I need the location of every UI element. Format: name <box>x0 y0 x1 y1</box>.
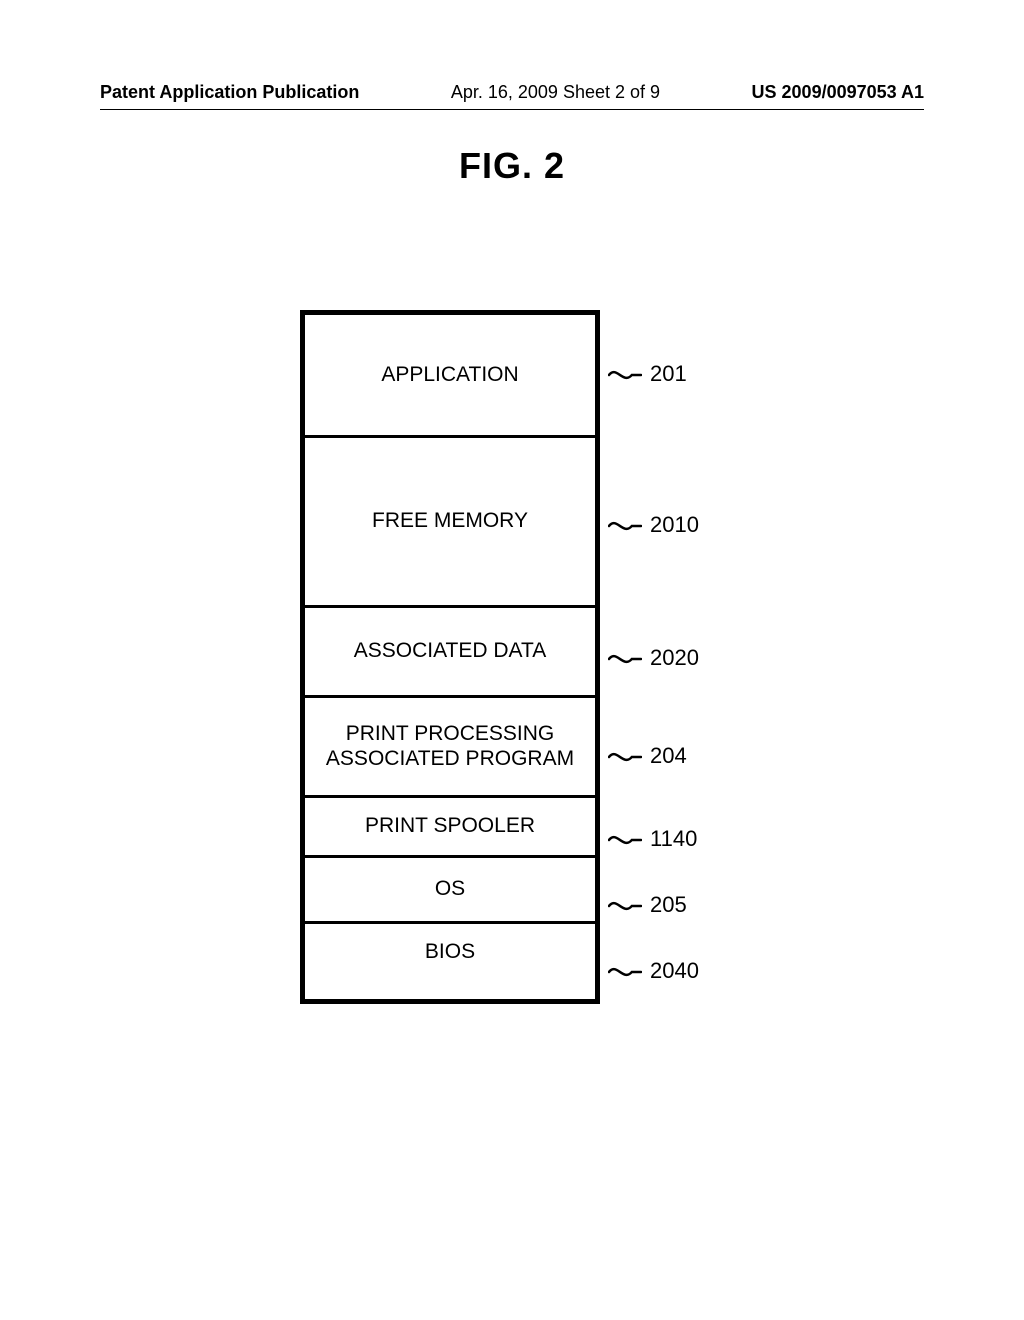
memory-cell: ASSOCIATED DATA <box>305 605 595 695</box>
callout-lead <box>608 516 642 536</box>
header-left: Patent Application Publication <box>100 82 359 103</box>
header-row: Patent Application Publication Apr. 16, … <box>0 82 1024 109</box>
reference-number: 2010 <box>650 512 699 538</box>
callout-lead <box>608 649 642 669</box>
callout-lead <box>608 962 642 982</box>
reference-number: 204 <box>650 743 687 769</box>
memory-cell: OS <box>305 855 595 921</box>
page: Patent Application Publication Apr. 16, … <box>0 0 1024 1320</box>
callout-lead <box>608 747 642 767</box>
reference-number: 2040 <box>650 958 699 984</box>
reference-number: 1140 <box>650 826 697 852</box>
header-right: US 2009/0097053 A1 <box>752 82 924 103</box>
figure-title: FIG. 2 <box>0 145 1024 187</box>
reference-number: 2020 <box>650 645 699 671</box>
memory-cell: FREE MEMORY <box>305 435 595 605</box>
header-center: Apr. 16, 2009 Sheet 2 of 9 <box>451 82 660 103</box>
header-rule <box>100 109 924 110</box>
reference-number: 201 <box>650 361 687 387</box>
memory-stack: APPLICATIONFREE MEMORYASSOCIATED DATAPRI… <box>300 310 600 1004</box>
memory-cell: PRINT SPOOLER <box>305 795 595 855</box>
callout-lead <box>608 830 642 850</box>
memory-cell: APPLICATION <box>305 315 595 435</box>
callout-lead <box>608 365 642 385</box>
memory-cell: BIOS <box>305 921 595 981</box>
reference-number: 205 <box>650 892 687 918</box>
memory-cell: PRINT PROCESSINGASSOCIATED PROGRAM <box>305 695 595 795</box>
callout-lead <box>608 896 642 916</box>
page-header: Patent Application Publication Apr. 16, … <box>0 82 1024 110</box>
